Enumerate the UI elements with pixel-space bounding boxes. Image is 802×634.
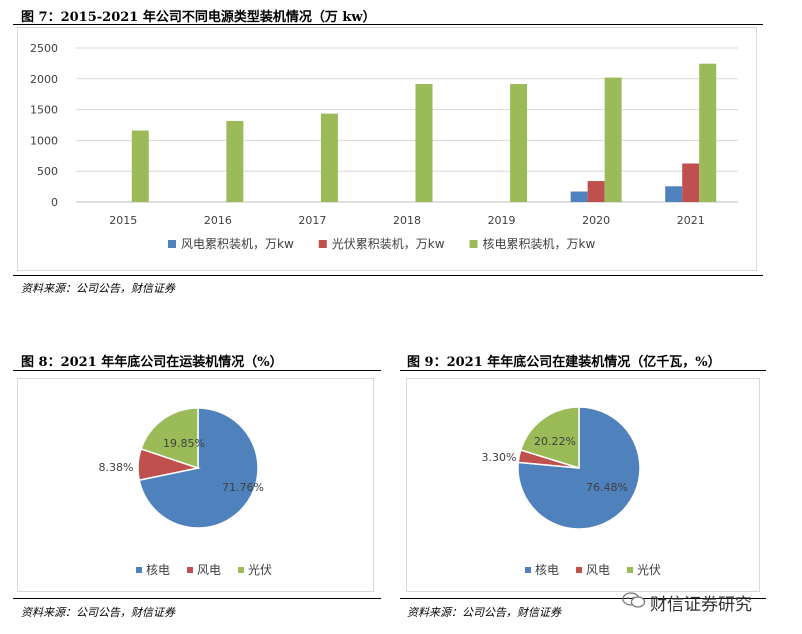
bar-0-2020 bbox=[570, 191, 588, 202]
wechat-icon bbox=[622, 592, 646, 608]
pie-data-label-1: 3.30% bbox=[482, 451, 517, 464]
x-tick-label: 2021 bbox=[677, 214, 705, 227]
legend-swatch-0 bbox=[168, 240, 176, 248]
legend-swatch-2 bbox=[627, 567, 634, 573]
y-tick-label: 500 bbox=[37, 165, 58, 178]
bar-2-2015 bbox=[131, 130, 149, 202]
fig8-source: 资料来源：公司公告，财信证券 bbox=[21, 606, 175, 619]
bar-2-2019 bbox=[510, 84, 528, 202]
bar-chart: 0 500 1000 1500 2000 2500 2015 2016 2017 2018 2019… bbox=[30, 42, 738, 251]
fig8-bottom-rule bbox=[13, 598, 381, 599]
x-tick-label: 2018 bbox=[393, 214, 421, 227]
x-tick-label: 2015 bbox=[109, 214, 137, 227]
x-tick-label: 2019 bbox=[488, 214, 516, 227]
y-tick-label: 1500 bbox=[30, 104, 58, 117]
bar-2-2016 bbox=[226, 120, 244, 202]
pie-chart-in-operation: 71.76% 8.38% 19.85% 核电 风电 光伏 bbox=[99, 407, 272, 577]
fig7-top-rule bbox=[13, 24, 763, 25]
legend-swatch-2 bbox=[469, 240, 478, 248]
fig7-title: 图 7：2015-2021 年公司不同电源类型装机情况（万 kw） bbox=[21, 10, 376, 25]
legend-label-0: 风电累积装机，万kw bbox=[181, 237, 294, 251]
bar-2-2020 bbox=[604, 77, 622, 202]
pie-data-label-0: 76.48% bbox=[586, 481, 628, 494]
bar-2-2018 bbox=[415, 84, 433, 202]
bar-1-2021 bbox=[682, 163, 700, 202]
fig9-top-rule bbox=[400, 370, 766, 371]
pie-data-label-1: 8.38% bbox=[99, 461, 134, 474]
pie-slice-2 bbox=[140, 407, 199, 470]
x-tick-label: 2016 bbox=[204, 214, 232, 227]
legend-label-2: 光伏 bbox=[637, 563, 661, 577]
bar-2-2017 bbox=[320, 113, 338, 202]
bar-0-2021 bbox=[665, 186, 683, 202]
legend-label-2: 光伏 bbox=[248, 563, 272, 577]
legend-label-1: 光伏累积装机，万kw bbox=[332, 237, 445, 251]
fig9-bottom-rule bbox=[400, 598, 766, 599]
legend-swatch-2 bbox=[238, 567, 245, 573]
legend-swatch-1 bbox=[187, 567, 194, 573]
pie-chart-under-construction: 76.48% 3.30% 20.22% 核电 风电 光伏 bbox=[482, 406, 661, 577]
watermark-text: 财信证券研究 bbox=[650, 595, 752, 615]
fig8-title: 图 8：2021 年年底公司在运装机情况（%） bbox=[21, 355, 283, 370]
fig7-bottom-rule bbox=[13, 275, 763, 276]
x-tick-label: 2017 bbox=[298, 214, 326, 227]
legend-label-2: 核电累积装机，万kw bbox=[483, 237, 596, 251]
fig9-chart-frame: 76.48% 3.30% 20.22% 核电 风电 光伏 bbox=[406, 378, 760, 592]
fig7-chart-frame: 0 500 1000 1500 2000 2500 2015 2016 2017 2018 2019… bbox=[17, 27, 757, 271]
legend-label-0: 核电 bbox=[535, 563, 559, 577]
x-tick-label: 2020 bbox=[582, 214, 610, 227]
bar-1-2020 bbox=[587, 181, 605, 202]
fig9-source: 资料来源：公司公告，财信证券 bbox=[407, 606, 561, 619]
pie-slice-2 bbox=[519, 406, 580, 470]
pie-data-label-0: 71.76% bbox=[222, 481, 264, 494]
y-tick-label: 0 bbox=[51, 196, 58, 209]
legend-swatch-0 bbox=[525, 567, 531, 573]
fig8-chart-frame: 71.76% 8.38% 19.85% 核电 风电 光伏 bbox=[17, 378, 374, 592]
legend-swatch-1 bbox=[576, 567, 583, 573]
pie-data-label-2: 19.85% bbox=[163, 437, 205, 450]
legend-label-0: 核电 bbox=[146, 563, 170, 577]
pie-data-label-2: 20.22% bbox=[534, 435, 576, 448]
legend-swatch-1 bbox=[318, 240, 327, 248]
y-tick-label: 2500 bbox=[30, 42, 58, 55]
bar-2-2021 bbox=[699, 63, 717, 202]
fig7-source: 资料来源：公司公告，财信证券 bbox=[21, 282, 175, 295]
y-tick-label: 2000 bbox=[30, 73, 58, 86]
legend-label-1: 风电 bbox=[586, 563, 610, 577]
y-tick-label: 1000 bbox=[30, 134, 58, 147]
fig9-title: 图 9：2021 年年底公司在建装机情况（亿千瓦，%） bbox=[407, 355, 721, 370]
fig8-top-rule bbox=[13, 370, 381, 371]
legend-label-1: 风电 bbox=[197, 563, 221, 577]
legend-swatch-0 bbox=[136, 567, 142, 573]
